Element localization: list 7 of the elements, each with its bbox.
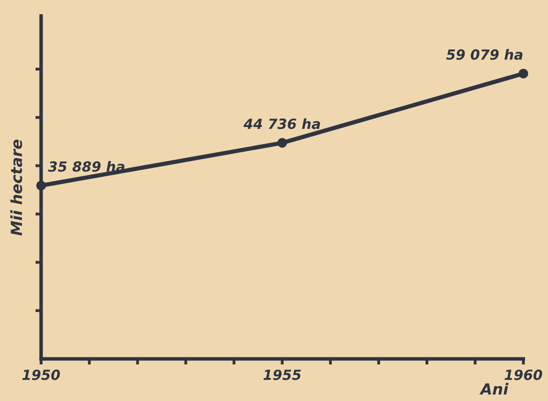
data-label: 59 079 ha [446, 49, 522, 60]
x-tick-label: 1950 [22, 370, 60, 380]
data-label: 44 736 ha [244, 118, 320, 130]
x-tick-label: 1955 [263, 370, 301, 380]
x-tick-label: 1960 [504, 370, 542, 380]
x-axis-title: Ani [479, 382, 509, 395]
y-axis-title: Mii hectare [10, 140, 22, 236]
